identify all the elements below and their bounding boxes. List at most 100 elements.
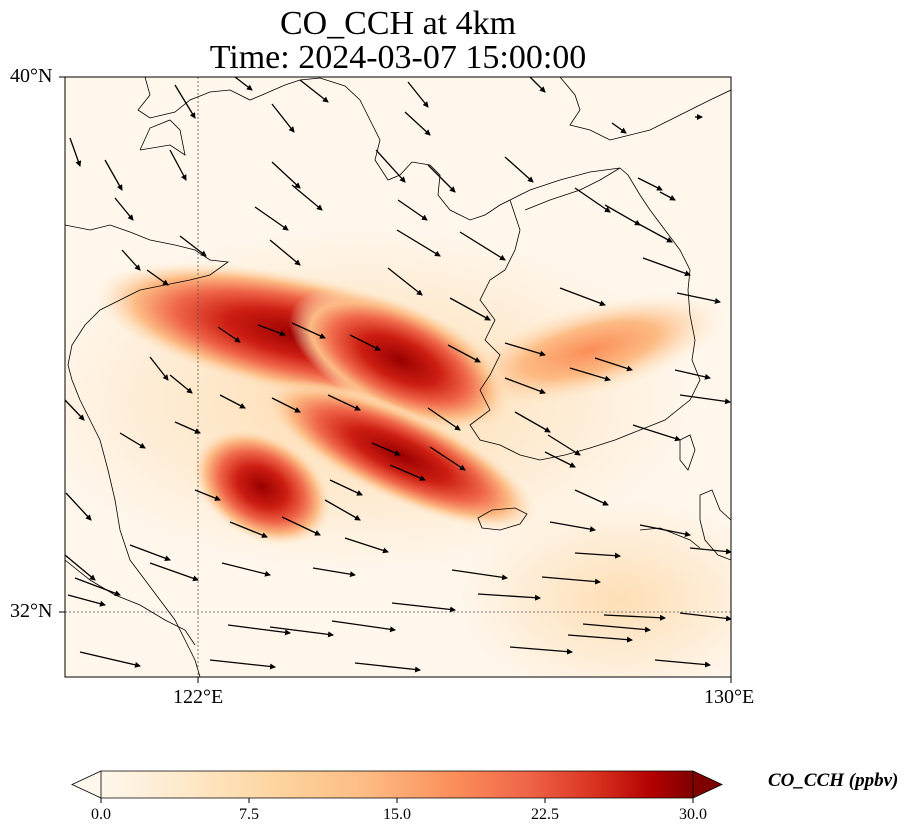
wind-arrow <box>375 149 406 183</box>
wind-arrow <box>427 407 461 431</box>
wind-arrow <box>227 624 291 636</box>
wind-arrow <box>209 659 276 670</box>
coastline-korea <box>469 167 701 461</box>
wind-arrow <box>349 334 381 351</box>
wind-arrow <box>281 516 321 536</box>
wind-arrow <box>331 620 396 633</box>
wind-arrow <box>679 612 731 622</box>
colorbar-extend-min <box>71 770 102 799</box>
tsushima-island <box>679 434 696 471</box>
wind-arrow <box>327 394 361 411</box>
wind-arrow <box>271 103 295 133</box>
wind-arrow <box>634 221 673 243</box>
wind-arrow <box>114 197 134 221</box>
wind-arrow <box>65 554 96 581</box>
wind-arrow <box>217 326 241 343</box>
wind-arrow <box>65 399 85 421</box>
wind-arrow <box>329 479 363 496</box>
wind-arrow <box>291 184 323 211</box>
wind-arrow <box>477 593 541 601</box>
wind-arrow <box>529 77 546 93</box>
wind-arrow <box>146 269 169 286</box>
wind-arrow <box>574 552 621 559</box>
wind-arrow <box>74 577 121 597</box>
wind-arrow <box>149 356 169 381</box>
wind-arrow <box>254 206 289 231</box>
coastline-china <box>65 224 230 677</box>
wind-arrow <box>397 199 428 221</box>
axis-ticks <box>59 76 732 683</box>
wind-arrow <box>459 231 506 261</box>
coastlines <box>65 77 731 677</box>
cbar-tick-label-4: 30.0 <box>679 806 707 823</box>
wind-arrow <box>567 634 633 643</box>
wind-arrow <box>451 569 508 581</box>
wind-arrow <box>544 451 576 468</box>
wind-arrow <box>229 521 268 538</box>
lon-label-122e: 122°E <box>173 686 224 708</box>
title-line1: CO_CCH at 4km <box>279 5 517 42</box>
wind-arrow <box>689 547 731 555</box>
wind-arrow <box>637 177 663 191</box>
wind-arrow <box>396 229 441 257</box>
wind-arrow <box>659 191 676 201</box>
wind-arrow <box>427 164 456 193</box>
wind-arrow <box>449 297 491 321</box>
cbar-tick-label-0: 0.0 <box>91 806 111 823</box>
wind-arrow <box>269 626 334 638</box>
wind-arrow <box>387 267 423 296</box>
colorbar <box>71 770 723 803</box>
wind-arrow <box>632 424 681 442</box>
wind-arrow <box>407 81 429 108</box>
map-frame <box>64 76 732 678</box>
wind-arrow <box>559 287 606 307</box>
wind-arrow <box>69 137 82 167</box>
wind-arrow <box>65 492 92 521</box>
wind-arrow <box>639 524 691 537</box>
background-wash-se <box>460 500 731 677</box>
wind-arrow <box>676 292 721 304</box>
border-korea <box>524 167 621 211</box>
colorbar-label: CO_CCH (ppbv) <box>768 770 899 791</box>
wind-arrow <box>219 394 246 409</box>
jeju-island <box>477 507 528 531</box>
lat-label-32n: 32°N <box>10 600 53 622</box>
wind-arrow <box>234 77 253 91</box>
wind-arrow <box>611 122 627 134</box>
wind-arrow <box>371 442 401 456</box>
kyushu-coast <box>699 489 731 561</box>
wind-arrow <box>344 537 389 554</box>
wind-arrow <box>594 357 633 372</box>
cbar-tick-label-1: 7.5 <box>239 806 259 823</box>
wind-arrow <box>169 374 193 394</box>
wind-arrow <box>104 159 123 191</box>
coastline-bohai-inner <box>139 119 186 156</box>
wind-arrow <box>391 602 456 613</box>
wind-arrow <box>509 646 573 655</box>
wind-arrow <box>654 659 711 668</box>
colorbar-ticks <box>100 798 694 803</box>
coastline-liaodong <box>137 77 621 221</box>
wind-arrow <box>149 562 199 582</box>
wind-arrow <box>299 79 329 103</box>
wind-arrow <box>504 342 546 357</box>
lat-label-40n: 40°N <box>10 65 53 87</box>
plume-east <box>454 293 726 407</box>
wind-arrow <box>174 84 196 119</box>
cbar-tick-label-2: 15.0 <box>383 806 411 823</box>
wind-arrow <box>404 111 431 136</box>
wind-arrow <box>354 662 421 673</box>
wind-arrow <box>121 249 141 271</box>
wind-arrow <box>269 239 301 266</box>
wind-arrow <box>514 411 551 433</box>
wind-arrow <box>504 377 546 395</box>
wind-arrow <box>194 489 221 501</box>
wind-arrow <box>674 369 711 380</box>
wind-arrow <box>604 204 641 226</box>
wind-arrow <box>603 614 666 621</box>
wind-arrow <box>79 651 141 668</box>
lon-label-130e: 130°E <box>704 686 755 708</box>
wind-arrow <box>642 257 691 277</box>
wind-arrow <box>271 161 301 189</box>
